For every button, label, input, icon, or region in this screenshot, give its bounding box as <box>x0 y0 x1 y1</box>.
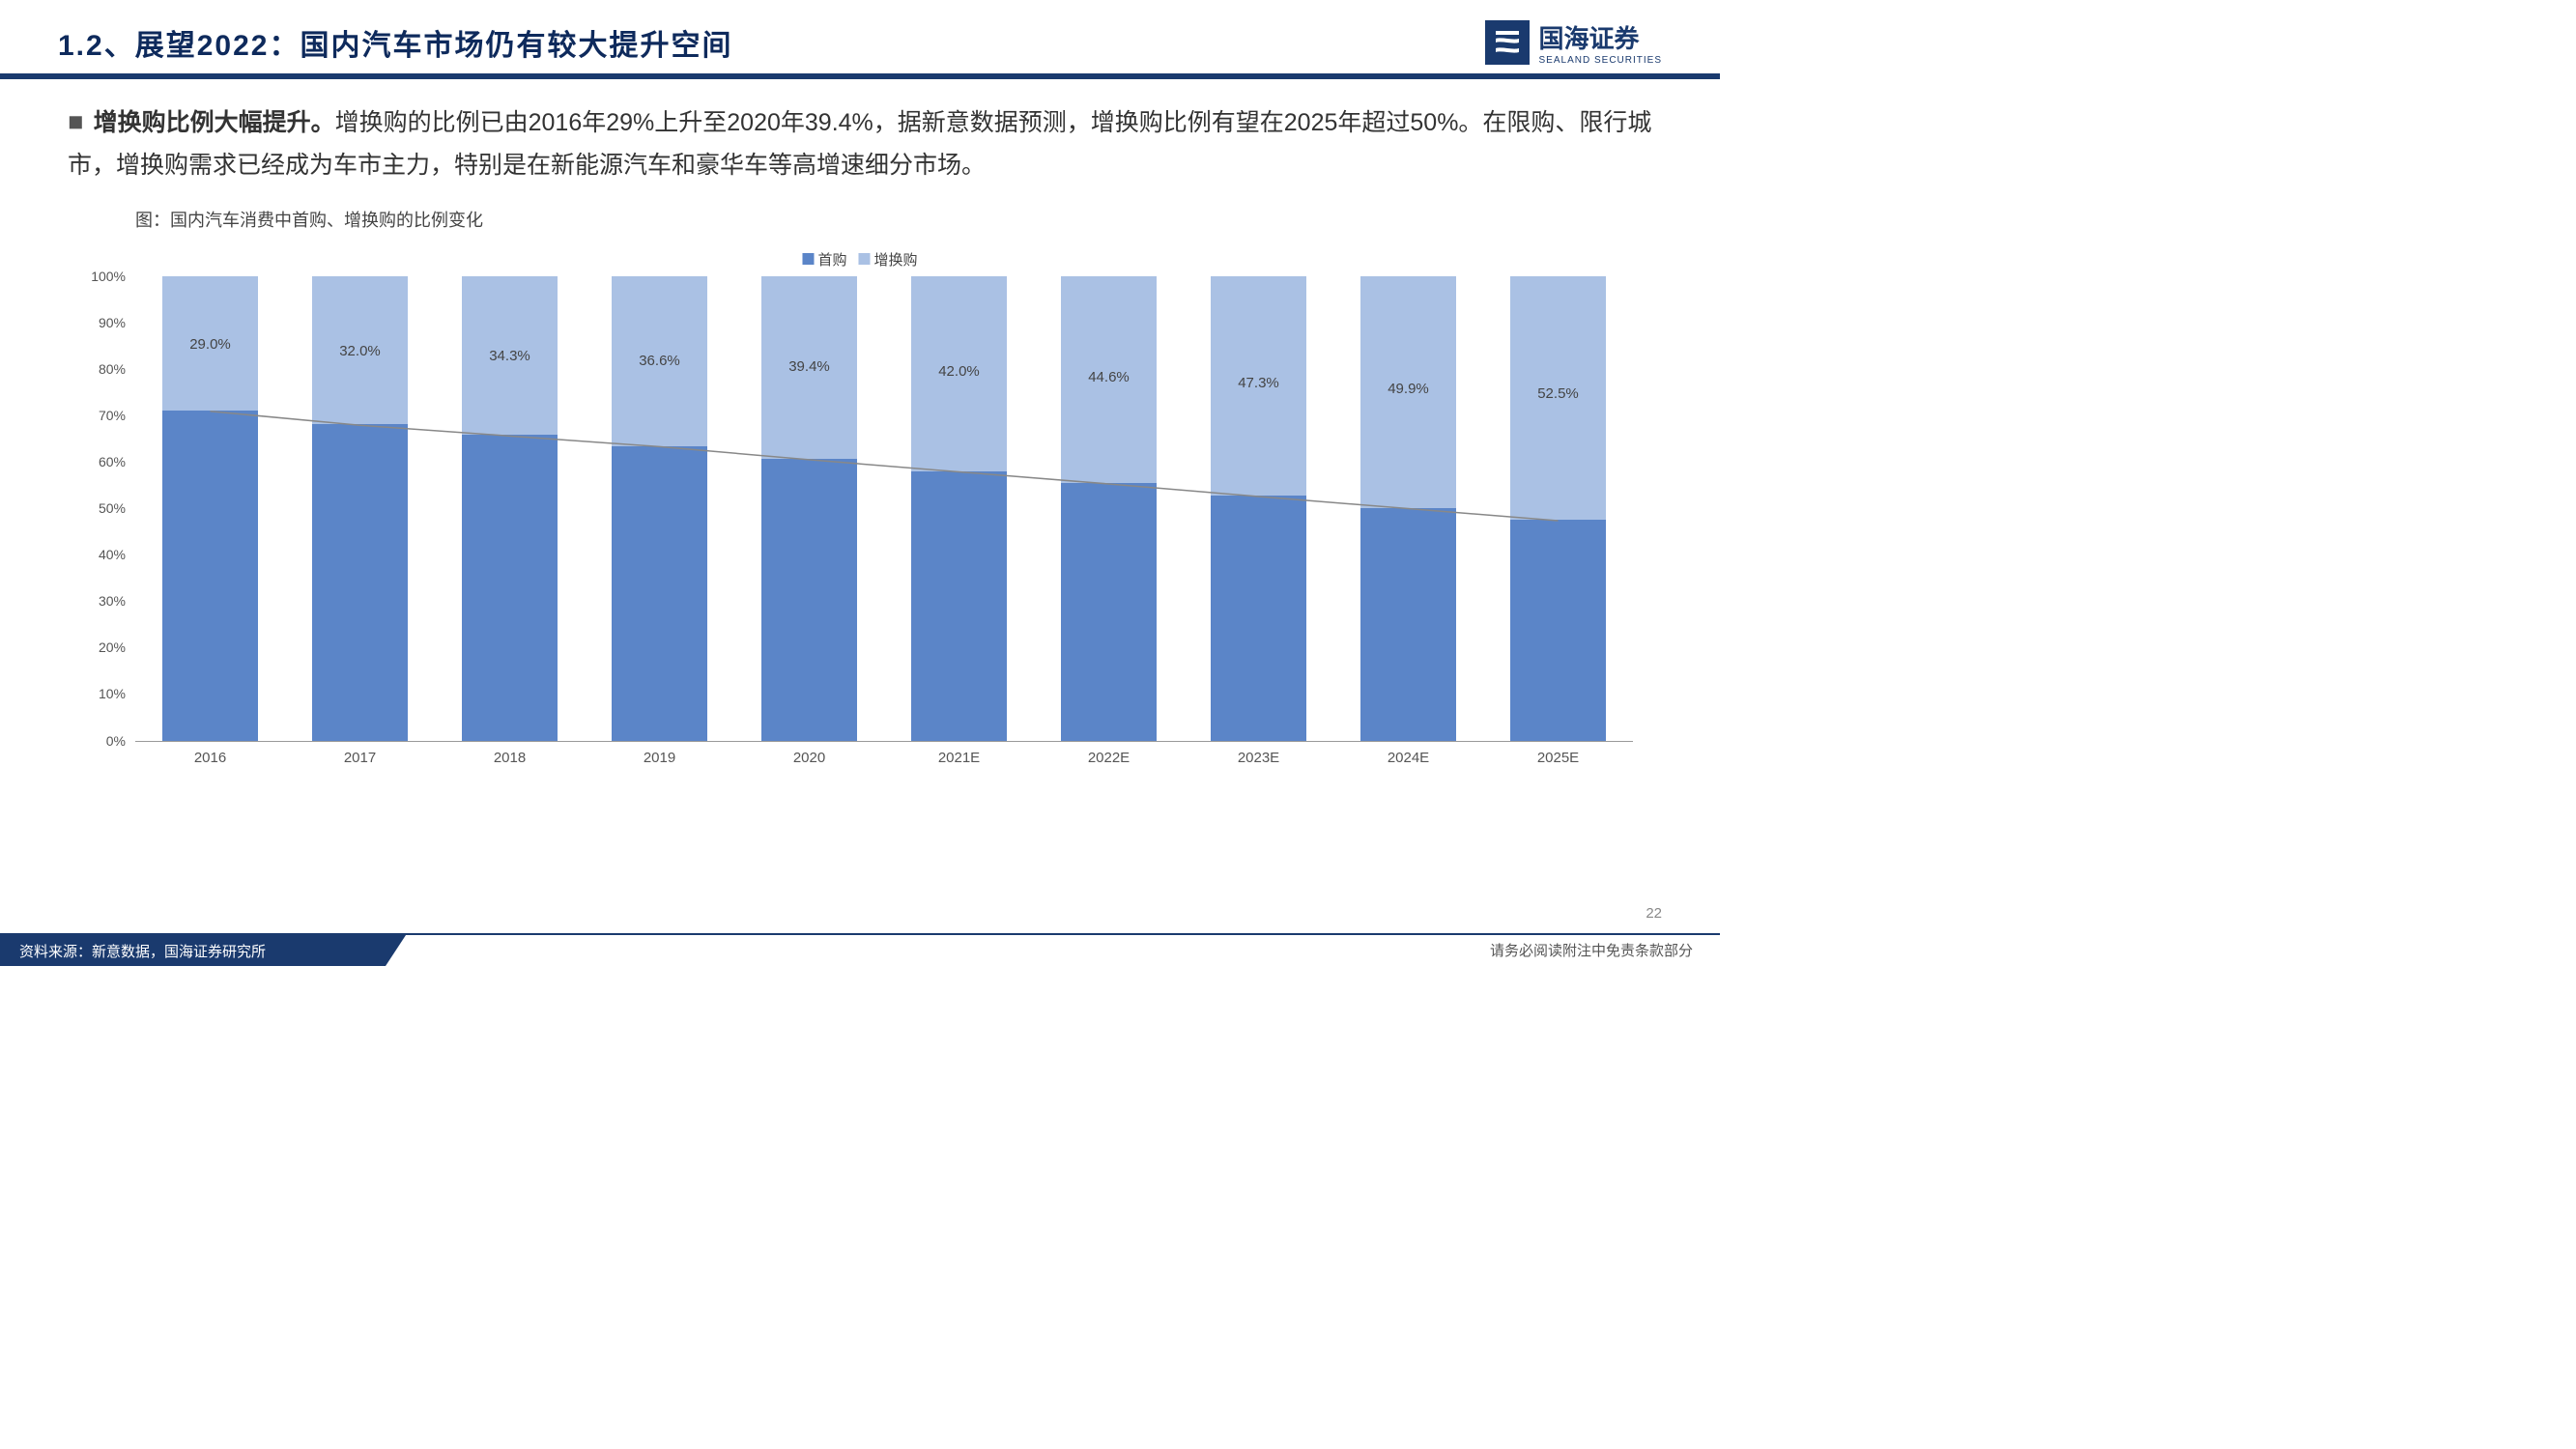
bar-value-label: 29.0% <box>162 336 258 353</box>
bar-slot: 34.3%2018 <box>435 276 585 741</box>
footer-left: 资料来源：新意数据，国海证券研究所 <box>0 935 406 966</box>
stacked-bar: 52.5% <box>1510 276 1606 741</box>
bar-slot: 32.0%2017 <box>285 276 435 741</box>
y-tick-label: 20% <box>77 639 126 655</box>
bar-slot: 42.0%2021E <box>884 276 1034 741</box>
chart-legend: 首购 增换购 <box>802 249 917 270</box>
bar-slot: 52.5%2025E <box>1483 276 1633 741</box>
legend-swatch <box>859 253 871 265</box>
legend-label: 首购 <box>817 249 846 270</box>
bar-segment-first <box>1510 520 1606 740</box>
stacked-bar-chart: 首购增换购 29.0%201632.0%201734.3%201836.6%20… <box>77 249 1643 771</box>
bars-group: 29.0%201632.0%201734.3%201836.6%201939.4… <box>135 276 1633 741</box>
plot-area: 29.0%201632.0%201734.3%201836.6%201939.4… <box>135 276 1633 742</box>
bar-value-label: 44.6% <box>1061 369 1157 385</box>
chart-title: 图：国内汽车消费中首购、增换购的比例变化 <box>135 207 1652 232</box>
legend-label: 增换购 <box>874 249 918 270</box>
stacked-bar: 49.9% <box>1360 276 1456 741</box>
bar-value-label: 52.5% <box>1510 385 1606 402</box>
logo-icon <box>1485 20 1530 65</box>
logo-text-cn: 国海证券 <box>1539 19 1662 55</box>
x-tick-label: 2024E <box>1333 750 1483 766</box>
stacked-bar: 42.0% <box>911 276 1007 741</box>
y-tick-label: 70% <box>77 408 126 423</box>
stacked-bar: 32.0% <box>312 276 408 741</box>
stacked-bar: 47.3% <box>1211 276 1306 741</box>
x-tick-label: 2022E <box>1034 750 1184 766</box>
stacked-bar: 29.0% <box>162 276 258 741</box>
y-tick-label: 90% <box>77 315 126 330</box>
bar-segment-first <box>1211 496 1306 740</box>
y-tick-label: 60% <box>77 454 126 469</box>
brand-logo: 国海证券 SEALAND SECURITIES <box>1485 19 1662 66</box>
stacked-bar: 39.4% <box>761 276 857 741</box>
slide-header: 1.2、展望2022：国内汽车市场仍有较大提升空间 国海证券 SEALAND S… <box>0 0 1720 73</box>
x-tick-label: 2019 <box>585 750 734 766</box>
bar-value-label: 36.6% <box>612 353 707 369</box>
bar-slot: 29.0%2016 <box>135 276 285 741</box>
y-tick-label: 100% <box>77 269 126 284</box>
bar-value-label: 49.9% <box>1360 381 1456 397</box>
stacked-bar: 44.6% <box>1061 276 1157 741</box>
y-tick-label: 50% <box>77 500 126 516</box>
body-paragraph: ◼增换购比例大幅提升。增换购的比例已由2016年29%上升至2020年39.4%… <box>0 93 1720 207</box>
bullet-icon: ◼ <box>68 111 84 132</box>
x-tick-label: 2020 <box>734 750 884 766</box>
bar-segment-first <box>162 411 258 741</box>
x-tick-label: 2016 <box>135 750 285 766</box>
y-tick-label: 0% <box>77 733 126 749</box>
bar-slot: 44.6%2022E <box>1034 276 1184 741</box>
x-tick-label: 2021E <box>884 750 1034 766</box>
legend-item: 首购 <box>802 249 846 270</box>
x-tick-label: 2017 <box>285 750 435 766</box>
bar-segment-first <box>911 471 1007 741</box>
header-divider <box>0 73 1720 79</box>
x-tick-label: 2023E <box>1184 750 1333 766</box>
y-tick-label: 80% <box>77 361 126 377</box>
bar-segment-first <box>612 446 707 741</box>
legend-item: 增换购 <box>859 249 918 270</box>
chart-container: 图：国内汽车消费中首购、增换购的比例变化 首购增换购 29.0%201632.0… <box>0 207 1720 771</box>
body-lead: 增换购比例大幅提升。 <box>94 109 335 136</box>
footer-right: 请务必阅读附注中免责条款部分 <box>1490 940 1693 960</box>
x-tick-label: 2018 <box>435 750 585 766</box>
bar-slot: 49.9%2024E <box>1333 276 1483 741</box>
y-tick-label: 10% <box>77 686 126 701</box>
bar-segment-first <box>1360 508 1456 741</box>
bar-value-label: 39.4% <box>761 358 857 375</box>
bar-value-label: 47.3% <box>1211 375 1306 391</box>
bar-slot: 47.3%2023E <box>1184 276 1333 741</box>
legend-swatch <box>802 253 814 265</box>
page-number: 22 <box>1646 905 1662 922</box>
footer-divider <box>0 933 1720 935</box>
slide-title: 1.2、展望2022：国内汽车市场仍有较大提升空间 <box>58 21 732 64</box>
bar-value-label: 32.0% <box>312 343 408 359</box>
bar-segment-first <box>312 424 408 740</box>
bar-slot: 39.4%2020 <box>734 276 884 741</box>
y-tick-label: 30% <box>77 593 126 609</box>
bar-value-label: 34.3% <box>462 348 558 364</box>
bar-segment-first <box>462 435 558 740</box>
x-tick-label: 2025E <box>1483 750 1633 766</box>
stacked-bar: 34.3% <box>462 276 558 741</box>
stacked-bar: 36.6% <box>612 276 707 741</box>
logo-text-en: SEALAND SECURITIES <box>1539 55 1662 66</box>
y-tick-label: 40% <box>77 547 126 562</box>
bar-value-label: 42.0% <box>911 363 1007 380</box>
bar-slot: 36.6%2019 <box>585 276 734 741</box>
bar-segment-first <box>1061 483 1157 740</box>
bar-segment-first <box>761 459 857 740</box>
